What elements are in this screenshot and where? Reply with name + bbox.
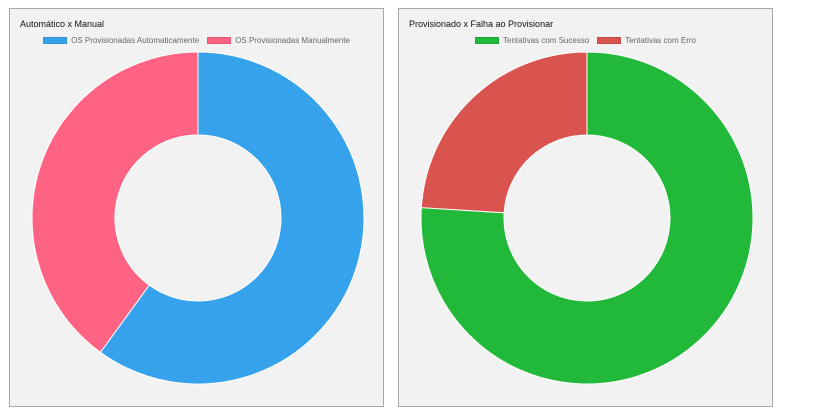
legend-swatch bbox=[597, 37, 622, 44]
doughnut-chart bbox=[420, 51, 754, 385]
doughnut-slice[interactable] bbox=[31, 51, 199, 353]
legend-label: OS Provisionadas Automaticamente bbox=[71, 36, 200, 45]
legend-swatch bbox=[43, 37, 68, 44]
legend-label: OS Provisionadas Manualmente bbox=[235, 36, 350, 45]
chart-title: Provisionado x Falha ao Provisionar bbox=[409, 19, 554, 29]
legend-item[interactable]: Tentativas com Sucesso bbox=[475, 36, 589, 45]
legend-label: Tentativas com Erro bbox=[625, 36, 696, 45]
legend-item[interactable]: OS Provisionadas Automaticamente bbox=[43, 36, 199, 45]
legend-item[interactable]: Tentativas com Erro bbox=[597, 36, 696, 45]
legend-swatch bbox=[475, 37, 500, 44]
doughnut-slice[interactable] bbox=[420, 51, 588, 214]
doughnut-slice[interactable] bbox=[99, 51, 365, 385]
legend: Tentativas com Sucesso Tentativas com Er… bbox=[399, 36, 772, 45]
chart-panel-automatico-manual: Automático x Manual OS Provisionadas Aut… bbox=[9, 8, 384, 407]
legend: OS Provisionadas Automaticamente OS Prov… bbox=[10, 36, 383, 45]
chart-panel-provisionado-falha: Provisionado x Falha ao Provisionar Tent… bbox=[398, 8, 773, 407]
legend-swatch bbox=[207, 37, 232, 44]
legend-item[interactable]: OS Provisionadas Manualmente bbox=[207, 36, 350, 45]
doughnut-slice[interactable] bbox=[420, 51, 754, 385]
chart-title: Automático x Manual bbox=[20, 19, 105, 29]
doughnut-chart bbox=[31, 51, 365, 385]
legend-label: Tentativas com Sucesso bbox=[503, 36, 590, 45]
